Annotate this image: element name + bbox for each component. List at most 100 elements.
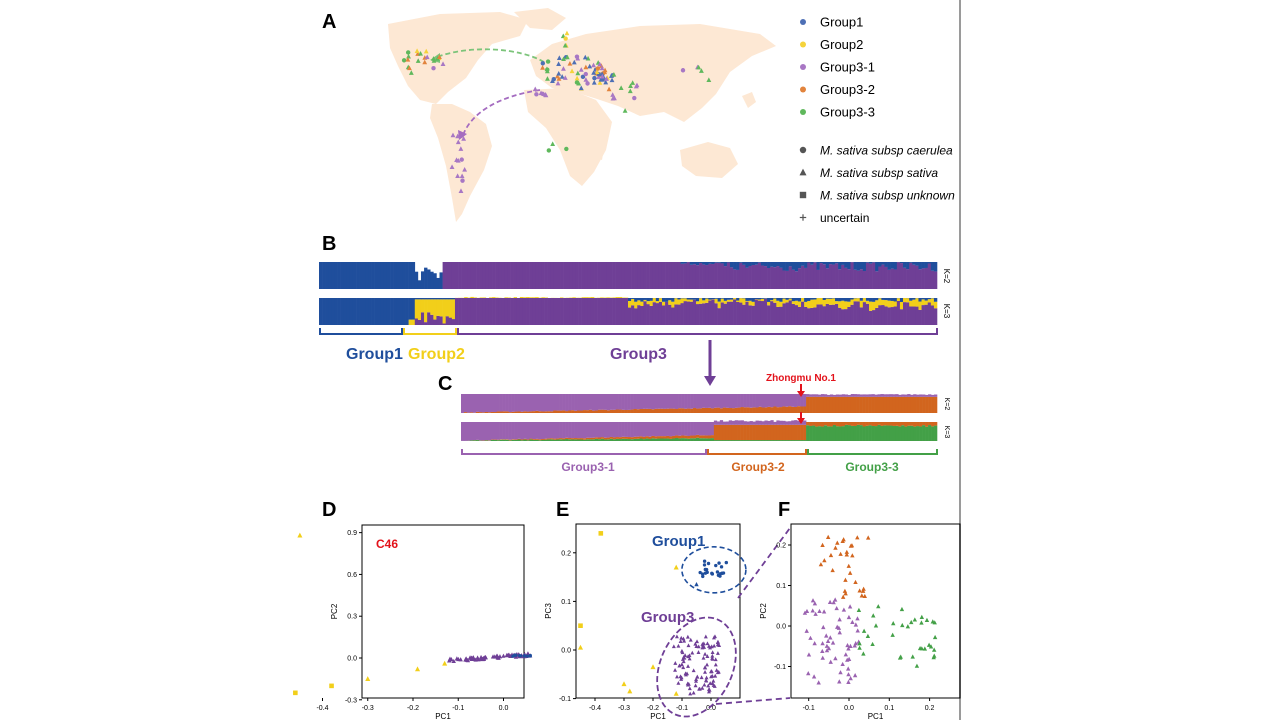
b-k3-bar — [424, 298, 428, 300]
b-k3-bar — [850, 299, 854, 305]
c-k3-bar — [832, 424, 837, 441]
c-k3-bar — [731, 440, 735, 441]
c-k2-bar — [904, 396, 908, 413]
c-k3-bar — [844, 424, 849, 441]
b-k2-bar — [686, 262, 691, 289]
b-k2-bar — [362, 262, 366, 289]
c-k3-bar — [877, 424, 881, 441]
c-k3-bar — [693, 422, 697, 436]
pca-f-group3-2-point-12 — [842, 588, 848, 593]
b-k3-bar — [785, 302, 789, 325]
c-k2-bar — [776, 407, 780, 413]
b-k2-bar — [346, 262, 351, 289]
b-k3-bar — [918, 309, 922, 325]
map-point-2-33 — [545, 76, 550, 81]
b-k3-bar — [748, 305, 752, 325]
b-k2-bar — [791, 262, 796, 270]
c-k3-bar — [517, 439, 521, 441]
map-point-2-3 — [591, 62, 596, 68]
c-k2-bar — [603, 394, 608, 410]
c-k2-bar — [678, 394, 682, 409]
map-point-2-35 — [561, 56, 566, 62]
c-k3-bar — [606, 437, 611, 440]
c-k3-bar — [803, 424, 807, 441]
b-k2-bar — [396, 262, 400, 289]
map-point-3-23 — [592, 75, 597, 81]
b-k3-bar — [831, 304, 836, 325]
pca-f-xtick-label-2: 0.1 — [884, 705, 894, 712]
b-k3-bar — [807, 308, 811, 325]
c-k2-bar — [636, 409, 640, 413]
map-point-4-10 — [610, 95, 616, 101]
b-k3-bar — [835, 298, 839, 302]
c-k2-bar — [856, 394, 860, 397]
map-point-0-4 — [415, 58, 421, 63]
c-k2-bar — [600, 409, 605, 413]
b-k3-bar — [859, 307, 864, 325]
b-k2-bar — [831, 262, 836, 265]
b-k2-bar — [544, 262, 548, 289]
pca-d-group3-point-66 — [481, 656, 487, 661]
b-k3-bar — [513, 298, 518, 325]
pca-e-group3-point-54 — [695, 674, 700, 679]
c-k3-bar — [713, 440, 718, 441]
c-k3-bar — [639, 438, 643, 441]
pca-e-group3-point-70 — [682, 655, 687, 660]
page-divider-line — [959, 0, 961, 720]
c-k3-bar — [675, 422, 679, 436]
land-5 — [680, 142, 738, 178]
c-k3-bar — [829, 426, 834, 441]
c-k3-bar — [475, 440, 480, 441]
pca-f-group3-2-point-8 — [822, 558, 827, 563]
b-k2-bar — [909, 262, 913, 263]
pca-e-group3-point-81 — [679, 677, 684, 681]
b-k2-bar — [501, 262, 505, 289]
c-k2-bar — [925, 394, 929, 397]
b-k3-bar — [510, 298, 514, 325]
pca-f-group3-3-point-4 — [912, 617, 918, 622]
c-k2-bar — [886, 396, 890, 413]
b-k2-bar — [572, 262, 576, 289]
c-k3-bar — [815, 426, 819, 441]
land-4 — [524, 88, 612, 186]
panel-label-e: E — [556, 499, 569, 521]
b-k2-bar — [482, 262, 487, 289]
pca-f-group3-3-point-1 — [922, 646, 928, 651]
b-k3-bar — [797, 298, 802, 302]
map-point-2-27 — [559, 74, 565, 79]
b-k3-bar — [726, 299, 731, 302]
c-k3-bar — [639, 422, 643, 437]
b-k2-bar — [847, 262, 851, 270]
c-k3-bar — [681, 438, 685, 441]
b-k3-bar — [665, 301, 669, 325]
c-k2-bar — [898, 394, 902, 397]
bracket-group2 — [403, 328, 457, 335]
group3-cluster-label: Group3 — [641, 609, 694, 626]
c-k2-bar — [785, 406, 789, 413]
b-k2-bar — [933, 271, 938, 289]
b-k3-bar — [618, 298, 623, 325]
pca-e-group1-point-7 — [717, 561, 721, 565]
b-k2-bar — [930, 262, 935, 271]
c-k3-bar — [636, 438, 640, 441]
pca-e-group1-point-16 — [719, 565, 724, 569]
c-k2-bar — [669, 394, 673, 409]
map-point-2-44 — [556, 55, 562, 61]
b-k3-bar — [516, 298, 521, 325]
b-k3-bar — [535, 298, 539, 325]
c-k3-bar — [693, 438, 697, 441]
b-k2-bar — [445, 262, 450, 289]
b-k3-bar — [408, 298, 412, 320]
c-k2-bar — [484, 411, 489, 413]
b-k3-bar — [334, 298, 338, 325]
pca-f-group3-3-point-12 — [919, 620, 924, 625]
c-k2-bar — [815, 394, 819, 397]
legend-label-0: Group1 — [820, 15, 863, 30]
b-k2-bar — [884, 266, 888, 289]
c-k3-bar — [910, 422, 914, 426]
b-k3-bar — [541, 298, 545, 325]
b-k3-bar — [655, 303, 660, 325]
b-k2-bar — [436, 277, 440, 289]
b-k3-bar — [702, 298, 706, 301]
b-k2-bar — [498, 262, 502, 289]
